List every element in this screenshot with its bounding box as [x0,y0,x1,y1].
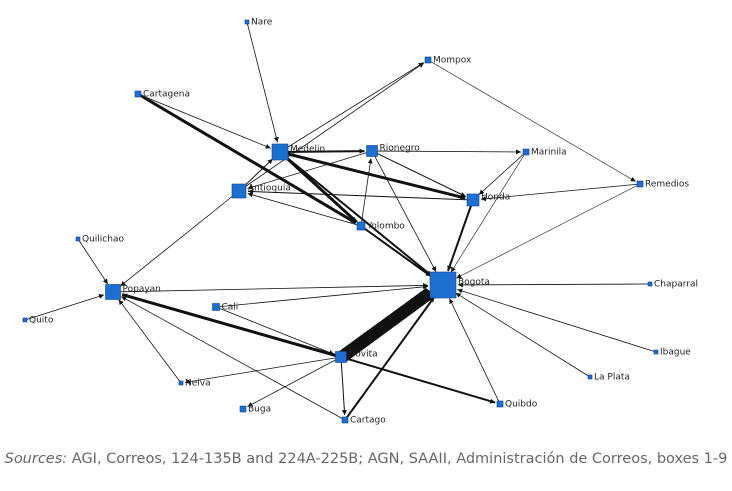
edge [137,93,271,149]
edge [120,190,240,287]
edge [450,151,527,273]
edge [247,192,362,227]
edge [215,306,335,355]
node-label: Remedios [645,180,689,190]
node [239,405,247,413]
node-label: Rionegro [380,144,421,154]
node [22,317,28,323]
edge [118,299,182,384]
edge [246,21,279,143]
edge [247,189,474,201]
edge [137,92,357,225]
edge [279,150,466,200]
node-label: Bogota [458,278,490,288]
node-label: Quilichao [82,235,124,245]
node [105,284,121,300]
node [653,349,659,355]
node [271,143,289,161]
node-label: Honda [481,193,510,203]
node-label: Medelin [290,145,325,155]
node-label: Quito [29,316,54,326]
edge [121,296,346,421]
node-label: Chaparral [654,280,698,290]
edge [238,62,425,192]
node [522,148,530,156]
edge [455,292,591,378]
node [134,90,142,98]
node-label: Popayan [123,285,161,295]
node [636,180,644,188]
edge [478,151,527,195]
edge [449,298,501,405]
edge [371,150,467,197]
edge [447,199,474,272]
edge [77,238,109,285]
node [178,380,184,386]
node-label: Cali [222,303,239,313]
node-label: Yolombo [366,222,405,232]
caption-text: AGI, Correos, 124-135B and 224A-225B; AG… [67,451,728,467]
edge [480,183,641,202]
node [424,56,432,64]
edge [360,225,432,278]
edge [279,62,424,153]
edge [371,149,522,155]
node [356,221,366,231]
node [341,416,349,424]
node-label: Mompox [433,56,472,66]
node [75,236,81,242]
edge [215,284,429,308]
network-diagram: Nare Mompox Cartagena Medelin Rionegro Marini… [22,18,698,426]
node-label: Ibague [660,348,691,358]
node-label: Novita [349,350,378,360]
edge [121,293,342,359]
edge [247,356,342,408]
node-label: Nare [251,18,273,28]
edge [456,183,641,279]
edge [338,288,436,362]
node [429,271,457,299]
edge [279,148,365,154]
node [231,183,247,199]
node [466,193,480,207]
node-label: Cartagena [143,90,190,100]
node-label: Neiva [185,379,211,389]
edge [279,151,433,277]
edge [184,356,342,385]
edge [344,296,435,421]
edge [24,294,105,321]
node [212,303,220,311]
node-label: La Plata [594,373,630,383]
node-label: Cartago [350,416,386,426]
edge [340,356,347,416]
edge [457,282,651,288]
edge [247,150,373,190]
node [647,281,653,287]
caption: Sources: AGI, Correos, 124-135B and 224A… [0,451,732,467]
node-label: Marinila [531,148,567,158]
node [496,400,504,408]
edge [457,288,657,353]
node-label: Quibdo [505,400,538,410]
node [335,351,347,363]
edge [340,356,496,404]
node-label: Antioquia [248,184,291,194]
node [366,145,378,157]
node [587,374,593,380]
node-label: Buga [248,405,271,415]
node [244,19,250,25]
edge [371,150,437,272]
caption-label: Sources: [4,451,68,467]
edge [360,158,373,227]
edge [427,59,636,182]
edge [112,282,429,293]
